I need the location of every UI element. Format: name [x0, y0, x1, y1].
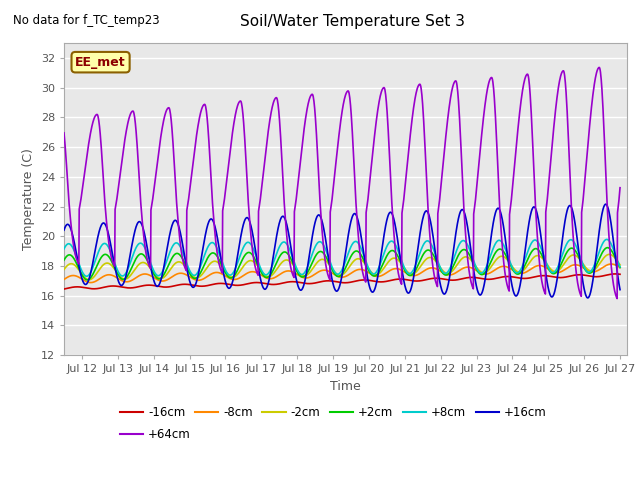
X-axis label: Time: Time — [330, 380, 361, 393]
Y-axis label: Temperature (C): Temperature (C) — [22, 148, 35, 250]
Text: Soil/Water Temperature Set 3: Soil/Water Temperature Set 3 — [239, 14, 465, 29]
Legend: +64cm: +64cm — [115, 423, 195, 446]
Text: No data for f_TC_temp23: No data for f_TC_temp23 — [13, 14, 159, 27]
Text: EE_met: EE_met — [76, 56, 126, 69]
